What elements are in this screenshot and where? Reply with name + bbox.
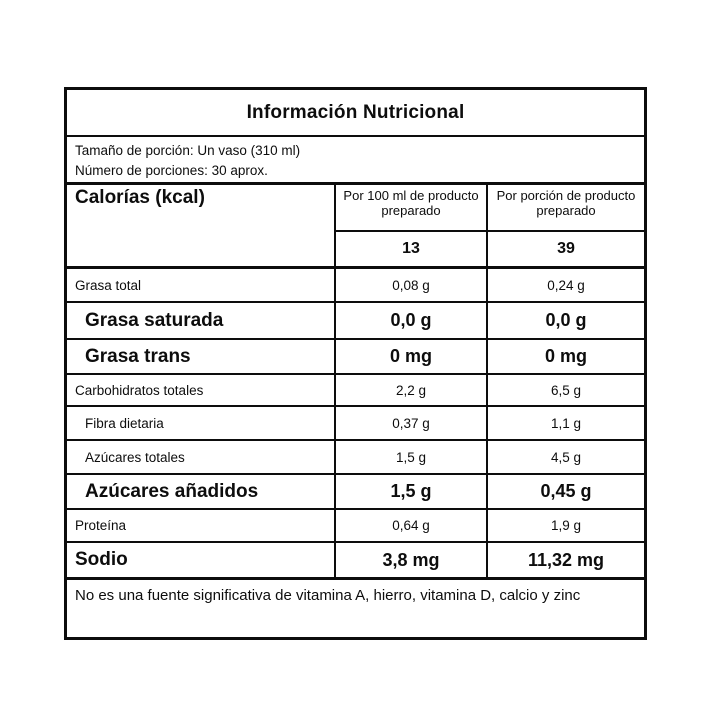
value-per-portion: 1,9 g [550,518,582,533]
value-per-100ml: 2,2 g [336,375,488,405]
column-headers-row: Por 100 ml de producto preparado Por por… [336,185,644,232]
value-per-100ml: 0 mg [336,340,488,373]
value-per-portion: 1,1 g [550,415,582,431]
calories-section: Calorías (kcal) Por 100 ml de producto p… [67,185,644,269]
nutrient-name: Grasa total [67,269,336,301]
nutrient-row-proteina: Proteína 0,64 g 1,9 g [67,510,644,543]
value-per-100ml: 3,8 mg [336,543,488,577]
value-per-portion: 6,5 g [550,382,582,398]
value-per-100ml: 1,5 g [336,475,488,508]
nutrient-name: Grasa saturada [67,303,336,338]
nutrient-name: Sodio [67,543,336,577]
nutrient-row-azucares-anadidos: Azúcares añadidos 1,5 g 0,45 g [67,475,644,510]
calories-columns: Por 100 ml de producto preparado Por por… [336,185,644,266]
value-per-100ml: 0,64 g [336,510,488,541]
nutrition-facts-table: Información Nutricional Tamaño de porció… [64,87,647,640]
calories-label: Calorías (kcal) [67,185,336,266]
nutrient-row-carbohidratos: Carbohidratos totales 2,2 g 6,5 g [67,375,644,407]
portions-per-container-text: Número de porciones: 30 aprox. [75,162,268,178]
footnote-text: No es una fuente significativa de vitami… [75,587,581,604]
calories-values-row: 13 39 [336,232,644,266]
nutrient-row-grasa-saturada: Grasa saturada 0,0 g 0,0 g [67,303,644,340]
value-per-portion: 0,45 g [540,481,592,501]
value-per-portion: 0,24 g [547,277,585,293]
value-per-100ml: 0,08 g [336,269,488,301]
col-header-per-100ml: Por 100 ml de producto preparado [336,185,488,230]
nutrient-row-grasa-trans: Grasa trans 0 mg 0 mg [67,340,644,375]
nutrient-row-grasa-total: Grasa total 0,08 g 0,24 g [67,269,644,303]
serving-info: Tamaño de porción: Un vaso (310 ml) Núme… [67,137,644,185]
nutrient-row-sodio: Sodio 3,8 mg 11,32 mg [67,543,644,580]
col-header-per-portion: Por porción de producto preparado [496,188,636,219]
calories-per-portion-value: 39 [557,240,575,257]
nutrient-name: Proteína [67,510,336,541]
value-per-100ml: 0,0 g [336,303,488,338]
nutrient-row-fibra-dietaria: Fibra dietaria 0,37 g 1,1 g [67,407,644,441]
value-per-portion: 4,5 g [550,449,582,465]
nutrient-name: Azúcares totales [67,441,336,473]
nutrient-name: Grasa trans [67,340,336,373]
value-per-portion: 0 mg [544,346,587,366]
nutrient-name: Azúcares añadidos [67,475,336,508]
portion-size-text: Tamaño de porción: Un vaso (310 ml) [75,143,301,158]
value-per-portion: 11,32 mg [527,549,605,570]
value-per-100ml: 0,37 g [336,407,488,439]
value-per-portion: 0,0 g [545,310,587,330]
value-per-100ml: 1,5 g [336,441,488,473]
nutrient-name: Fibra dietaria [67,407,336,439]
nutrient-row-azucares-totales: Azúcares totales 1,5 g 4,5 g [67,441,644,475]
nutrient-name: Carbohidratos totales [67,375,336,405]
label-title: Información Nutricional [67,90,644,137]
calories-per-100ml-value: 13 [336,232,488,266]
